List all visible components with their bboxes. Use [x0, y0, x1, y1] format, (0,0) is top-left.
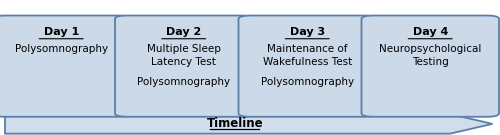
Text: Day 3: Day 3 [290, 27, 325, 37]
Text: Testing: Testing [412, 57, 449, 67]
FancyBboxPatch shape [0, 16, 130, 117]
Text: Multiple Sleep: Multiple Sleep [147, 44, 220, 54]
Text: Timeline: Timeline [206, 117, 264, 130]
Text: Day 4: Day 4 [412, 27, 448, 37]
Text: Polysomnography: Polysomnography [137, 77, 230, 87]
FancyBboxPatch shape [362, 16, 499, 117]
Polygon shape [5, 114, 492, 134]
FancyBboxPatch shape [238, 16, 376, 117]
Text: Polysomnography: Polysomnography [14, 44, 108, 54]
Text: Maintenance of: Maintenance of [267, 44, 347, 54]
Text: Day 2: Day 2 [166, 27, 202, 37]
Text: Neuropsychological: Neuropsychological [379, 44, 482, 54]
Text: Day 1: Day 1 [44, 27, 79, 37]
Text: Latency Test: Latency Test [152, 57, 216, 67]
FancyBboxPatch shape [115, 16, 252, 117]
Text: Polysomnography: Polysomnography [260, 77, 354, 87]
Text: Wakefulness Test: Wakefulness Test [262, 57, 352, 67]
